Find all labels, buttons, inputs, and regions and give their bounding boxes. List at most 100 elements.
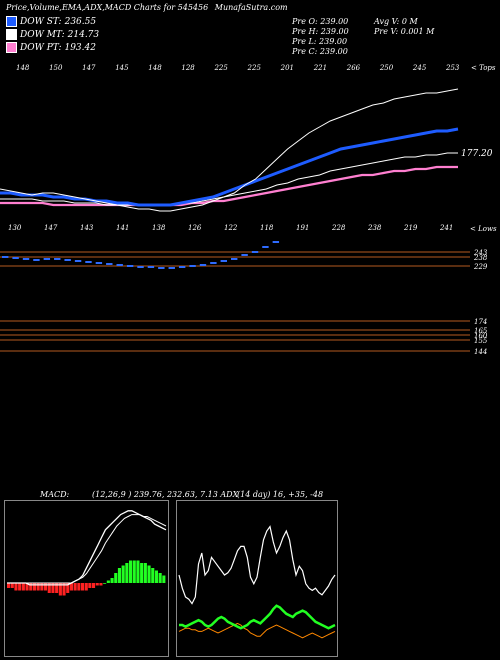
macd-histogram-bar [10, 583, 14, 588]
macd-histogram-bar [117, 568, 121, 583]
ema-medium-line [0, 152, 458, 206]
top-price-label: 147 [82, 64, 96, 72]
legend-dow-pt: DOW PT: 193.42 [6, 42, 96, 53]
level-label: 174 [474, 318, 487, 326]
macd-histogram-bar [21, 583, 25, 591]
low-price-label: 138 [152, 224, 166, 232]
macd-histogram-bar [106, 580, 110, 583]
ema-long-line [0, 165, 458, 207]
macd-histogram-bar [129, 560, 133, 583]
top-price-label: 253 [446, 64, 460, 72]
low-price-label: 141 [116, 224, 130, 232]
adx-pane [176, 500, 338, 657]
chart-title: Price,Volume,EMA,ADX,MACD Charts for 545… [6, 3, 288, 12]
tops-label: < Tops [471, 64, 496, 72]
level-label: 144 [474, 348, 487, 355]
macd-histogram-bar [66, 583, 70, 593]
low-price-label: 228 [332, 224, 346, 232]
macd-histogram-bar [47, 583, 51, 593]
macd-histogram-bar [51, 583, 55, 593]
top-price-label: 150 [49, 64, 63, 72]
macd-histogram-bar [84, 583, 88, 591]
macd-histogram-bar [58, 583, 62, 596]
macd-histogram-bar [136, 560, 140, 583]
level-label: 229 [473, 263, 488, 271]
level-label: 243 [473, 249, 488, 257]
macd-histogram-bar [69, 583, 73, 591]
macd-histogram-bar [32, 583, 36, 591]
low-price-label: 122 [224, 224, 238, 232]
low-price-label: 147 [44, 224, 58, 232]
ema-short-line [0, 127, 459, 207]
macd-histogram-bar [154, 570, 158, 583]
macd-histogram-bar [125, 563, 129, 583]
macd-histogram-bar [18, 583, 22, 591]
dow-pt-label: DOW PT: [20, 42, 62, 53]
macd-histogram-bar [103, 583, 107, 584]
adx-minus-di-line [178, 622, 336, 639]
macd-histogram-bar [110, 578, 114, 583]
adx-params: (14 day) 16, +35, -48 [237, 490, 324, 499]
macd-histogram-bar [14, 583, 18, 591]
stat-prev-high: Pre H: 239.00 [292, 27, 349, 36]
top-price-label: 145 [115, 64, 129, 72]
stat-prev-low: Pre L: 239.00 [292, 37, 348, 46]
site-name: MunafaSutra.com [214, 3, 288, 12]
macd-histogram-bar [151, 568, 155, 583]
macd-histogram-bar [81, 583, 85, 591]
top-price-label: 250 [379, 64, 394, 72]
top-price-label: 148 [148, 64, 162, 72]
macd-histogram-bar [121, 565, 125, 583]
dow-pt-value: 193.42 [64, 42, 96, 53]
macd-histogram-bar [7, 583, 11, 588]
top-price-label: 128 [181, 64, 195, 72]
macd-histogram-bar [77, 583, 81, 591]
level-label: 238 [473, 254, 488, 262]
stat-prev-volume: Pre V: 0.001 M [374, 27, 435, 36]
low-price-label: 143 [80, 224, 94, 232]
macd-histogram-bar [147, 565, 151, 583]
dow-st-label: DOW ST: [20, 16, 62, 27]
dow-st-value: 236.55 [64, 16, 97, 27]
level-label: 155 [474, 337, 488, 345]
macd-histogram-bar [44, 583, 48, 591]
adx-line [178, 525, 336, 605]
top-price-label: 245 [412, 64, 427, 72]
macd-histogram-bar [88, 583, 92, 588]
legend-dow-mt: DOW MT: 214.73 [6, 29, 99, 40]
low-price-label: 126 [188, 224, 202, 232]
level-label: 165 [474, 327, 488, 335]
macd-histogram-bar [158, 573, 162, 583]
top-price-label: 201 [280, 64, 294, 72]
low-price-label: 219 [404, 224, 418, 232]
low-price-label: 191 [296, 224, 310, 232]
stat-prev-close: Pre C: 239.00 [292, 47, 348, 56]
level-label: 160 [474, 332, 488, 340]
low-price-label: 241 [440, 224, 454, 232]
macd-histogram-bar [114, 573, 118, 583]
stat-avg-volume: Avg V: 0 M [374, 17, 418, 26]
price-ema-chart [0, 88, 459, 212]
dow-mt-swatch [6, 29, 17, 40]
macd-histogram-bar [36, 583, 40, 591]
dow-mt-value: 214.73 [67, 29, 100, 40]
macd-histogram-bar [55, 583, 59, 593]
macd-histogram-bar [162, 575, 166, 583]
macd-title: MACD: [40, 490, 70, 499]
lows-label: < Lows [470, 225, 497, 233]
top-price-label: 148 [16, 64, 30, 72]
macd-histogram-bar [143, 563, 147, 583]
macd-histogram-bar [62, 583, 66, 596]
top-price-label: 225 [214, 64, 228, 72]
macd-params: (12,26,9 ) 239.76, 232.63, 7.13 ADX [92, 490, 239, 499]
macd-histogram-bar [73, 583, 77, 591]
last-price-label: 177.20 [461, 149, 493, 159]
macd-chart [7, 510, 167, 596]
macd-histogram-bar [25, 583, 29, 591]
macd-histogram-bar [95, 583, 99, 586]
adx-plus-di-line [179, 604, 336, 630]
macd-histogram-bar [140, 563, 144, 583]
macd-histogram-bar [29, 583, 33, 591]
low-price-label: 118 [260, 224, 274, 232]
